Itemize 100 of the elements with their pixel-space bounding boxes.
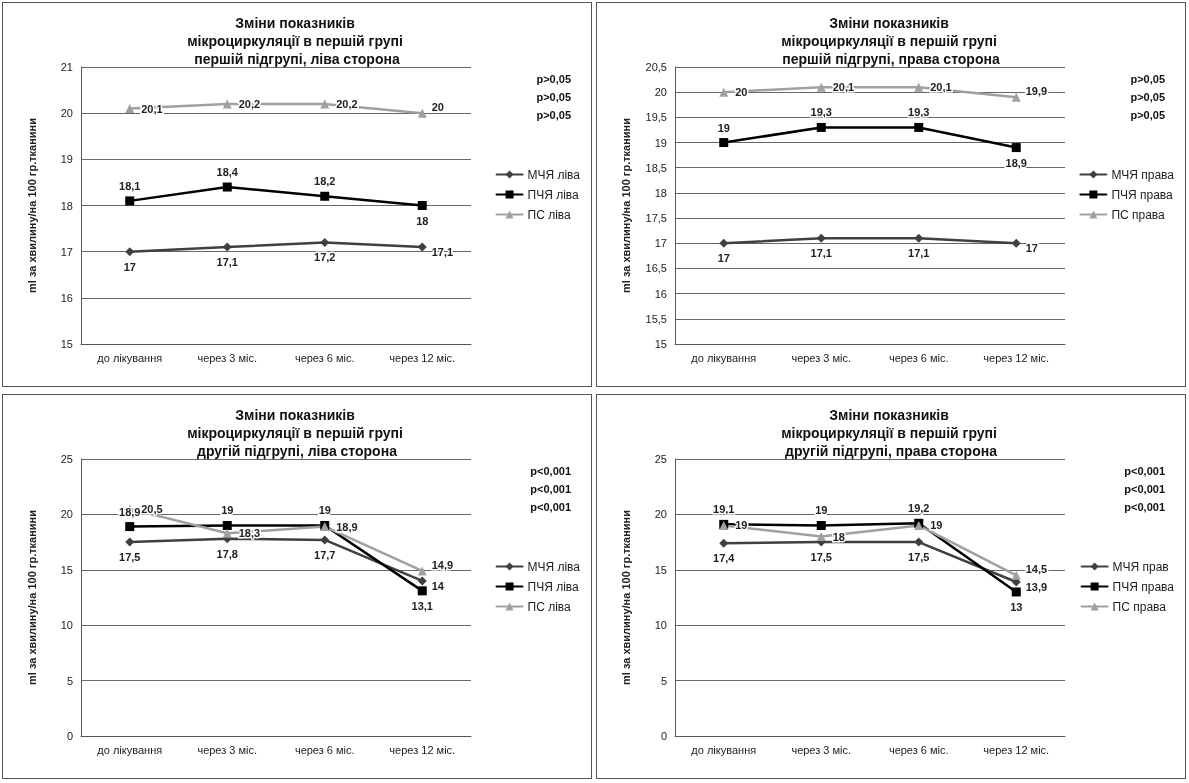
point bbox=[719, 538, 729, 548]
legend-label: ПС права bbox=[1111, 207, 1166, 222]
legend-label: ПС ліва bbox=[527, 207, 572, 222]
chart-title: Зміни показників мікроциркуляції в першій групі другій підгрупі, ліва сторона bbox=[187, 407, 407, 459]
data-label: 19 bbox=[815, 504, 828, 517]
legend-label: ПС ліва bbox=[527, 599, 572, 614]
data-label: 19 bbox=[717, 121, 730, 134]
data-label: 19,3 bbox=[908, 106, 930, 119]
y-tick-label: 17,5 bbox=[645, 212, 667, 225]
data-label: 19 bbox=[221, 504, 234, 517]
data-label: 20,1 bbox=[832, 81, 855, 94]
text: p>0,05 bbox=[1130, 72, 1166, 85]
legend-label: ПЧЯ права bbox=[1112, 579, 1175, 594]
data-label: 20 bbox=[735, 86, 748, 99]
data-label: 17,5 bbox=[119, 551, 141, 564]
data-label: 20,2 bbox=[336, 97, 358, 110]
x-tick-label: через 6 міс. bbox=[888, 351, 949, 364]
x-tick-label: через 6 міс. bbox=[888, 743, 949, 756]
y-tick-label: 25 bbox=[60, 453, 73, 465]
x-tick-label: через 12 міс. bbox=[983, 743, 1050, 756]
legend-label: ПЧЯ ліва bbox=[527, 187, 580, 202]
point bbox=[719, 87, 729, 97]
data-label: 17,5 bbox=[908, 551, 930, 564]
x-tick-label: через 6 міс. bbox=[294, 743, 355, 756]
point bbox=[125, 247, 135, 257]
data-label: 19,2 bbox=[908, 502, 930, 515]
point bbox=[417, 201, 427, 210]
legend-label: ПЧЯ права bbox=[1111, 187, 1174, 202]
data-label: 18 bbox=[416, 214, 429, 227]
data-label: 18,1 bbox=[119, 179, 141, 192]
y-tick-label: 19 bbox=[60, 153, 73, 166]
y-tick-label: 20 bbox=[654, 86, 667, 99]
y-tick-label: 17 bbox=[654, 237, 667, 250]
x-tick-label: через 6 міс. bbox=[294, 351, 355, 364]
data-label: 14,9 bbox=[431, 558, 454, 571]
y-tick-label: 16 bbox=[654, 287, 667, 300]
text: p<0,001 bbox=[1124, 500, 1165, 513]
legend-label: МЧЯ права bbox=[1111, 167, 1175, 182]
point bbox=[125, 522, 135, 532]
data-label: 19 bbox=[930, 519, 943, 532]
data-label: 19,3 bbox=[810, 106, 832, 119]
point bbox=[320, 535, 330, 545]
point bbox=[1011, 92, 1021, 102]
data-label: 13,9 bbox=[1025, 580, 1048, 593]
data-label: 17 bbox=[717, 252, 730, 265]
point bbox=[1011, 570, 1021, 580]
point bbox=[914, 82, 924, 92]
y-tick-label: 17 bbox=[60, 245, 73, 258]
data-label: 17 bbox=[123, 260, 136, 273]
data-label: 17,1 bbox=[908, 247, 930, 260]
point bbox=[222, 528, 232, 538]
y-axis-title: ml за хвилину/на 100 гр.тканини bbox=[25, 117, 38, 294]
x-tick-label: до лікування bbox=[97, 351, 163, 364]
point bbox=[417, 108, 427, 118]
text: p<0,001 bbox=[530, 482, 571, 495]
point bbox=[1011, 143, 1021, 153]
point bbox=[222, 182, 232, 192]
point bbox=[222, 520, 232, 530]
chart-title: Зміни показників мікроциркуляції в першій групі першій підгрупі, ліва сторона bbox=[187, 15, 407, 67]
y-tick-label: 25 bbox=[654, 453, 667, 465]
text: p<0,001 bbox=[530, 500, 571, 513]
point bbox=[320, 191, 330, 201]
point bbox=[816, 520, 826, 530]
legend-label: ПЧЯ ліва bbox=[527, 579, 580, 594]
data-label: 14 bbox=[431, 579, 445, 592]
y-tick-label: 18 bbox=[654, 186, 667, 199]
y-tick-label: 15 bbox=[654, 563, 667, 576]
data-label: 20,1 bbox=[141, 102, 163, 115]
text: p>0,05 bbox=[536, 90, 572, 103]
y-tick-label: 15,5 bbox=[645, 312, 667, 325]
point bbox=[719, 238, 729, 248]
data-label: 17,5 bbox=[810, 551, 832, 564]
y-tick-label: 10 bbox=[60, 619, 73, 632]
text: p<0,001 bbox=[1124, 464, 1165, 477]
y-tick-label: 5 bbox=[660, 674, 667, 687]
x-tick-label: через 3 міс. bbox=[791, 743, 852, 756]
x-tick-label: до лікування bbox=[691, 743, 757, 756]
y-axis-title: ml за хвилину/на 100 гр.тканини bbox=[619, 509, 632, 686]
point bbox=[914, 233, 924, 243]
y-tick-label: 18,5 bbox=[645, 161, 667, 174]
data-label: 20,2 bbox=[238, 97, 261, 110]
legend-label: МЧЯ прав bbox=[1112, 559, 1169, 574]
data-label: 18,4 bbox=[216, 166, 239, 179]
text: p>0,05 bbox=[1130, 90, 1166, 103]
point bbox=[719, 138, 729, 148]
y-tick-label: 10 bbox=[654, 619, 667, 632]
y-tick-label: 5 bbox=[66, 674, 73, 687]
point bbox=[1011, 587, 1021, 597]
data-label: 17,4 bbox=[713, 552, 736, 565]
y-tick-label: 20 bbox=[60, 508, 73, 521]
data-label: 20 bbox=[431, 101, 444, 114]
x-tick-label: через 12 міс. bbox=[389, 351, 456, 364]
legend-label: МЧЯ ліва bbox=[527, 167, 581, 182]
data-label: 19 bbox=[318, 504, 331, 517]
y-tick-label: 20 bbox=[60, 107, 73, 120]
y-axis-title: ml за хвилину/на 100 гр.тканини bbox=[619, 117, 632, 294]
y-tick-label: 16 bbox=[60, 291, 73, 304]
x-tick-label: через 12 міс. bbox=[389, 743, 456, 756]
text: p<0,001 bbox=[1124, 482, 1165, 495]
y-tick-label: 19 bbox=[654, 136, 667, 149]
